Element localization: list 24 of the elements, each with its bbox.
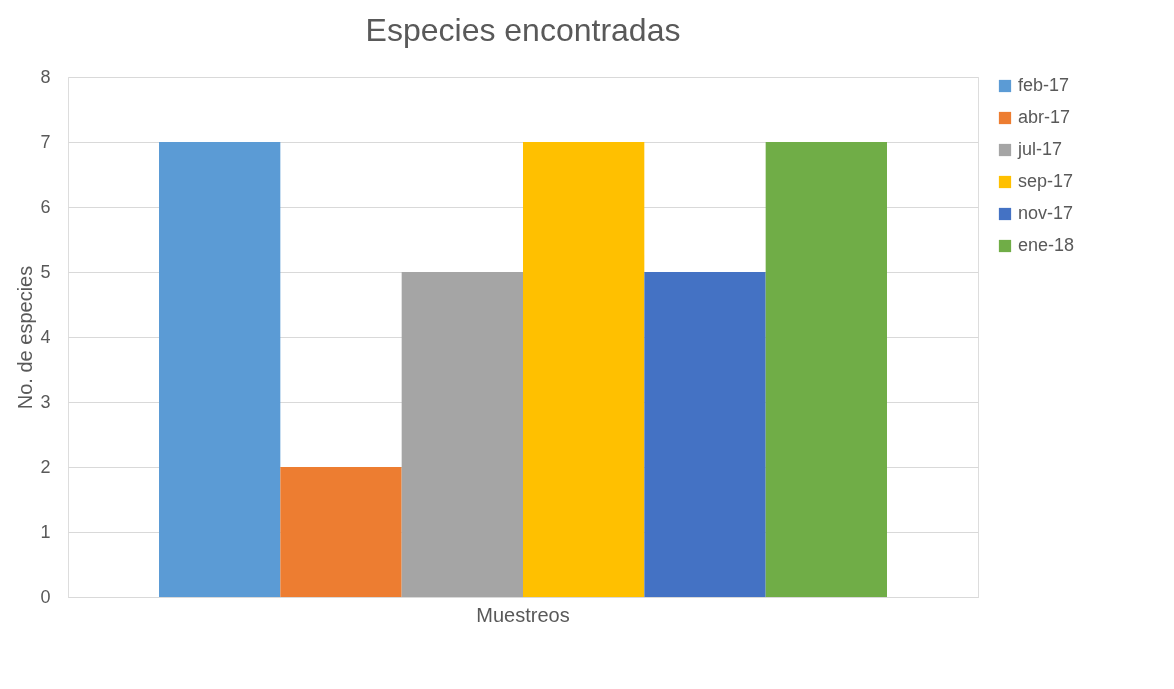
legend-label: ene-18 — [1018, 235, 1075, 255]
legend-label: abr-17 — [1018, 107, 1071, 127]
bar — [644, 272, 766, 597]
y-tick-label: 8 — [40, 66, 51, 87]
y-tick-label: 4 — [40, 326, 51, 347]
bar — [523, 142, 645, 597]
y-tick-label: 3 — [40, 391, 51, 412]
bar — [280, 467, 402, 597]
y-tick-label: 2 — [40, 456, 51, 477]
y-tick-label: 6 — [40, 196, 51, 217]
bar — [401, 272, 523, 597]
x-tick-label: Muestreos — [476, 603, 570, 626]
legend-label: jul-17 — [1017, 139, 1063, 159]
legend-label: sep-17 — [1018, 171, 1074, 191]
bar — [765, 142, 887, 597]
legend-label: nov-17 — [1018, 203, 1074, 223]
y-tick-label: 1 — [40, 521, 51, 542]
chart-title: Especies encontradas — [365, 12, 681, 48]
y-tick-label: 7 — [40, 131, 51, 152]
legend-label: feb-17 — [1018, 75, 1070, 95]
bar — [159, 142, 281, 597]
y-tick-label: 0 — [40, 586, 51, 607]
y-axis-title: No. de especies — [14, 265, 37, 410]
y-tick-label: 5 — [40, 261, 51, 282]
